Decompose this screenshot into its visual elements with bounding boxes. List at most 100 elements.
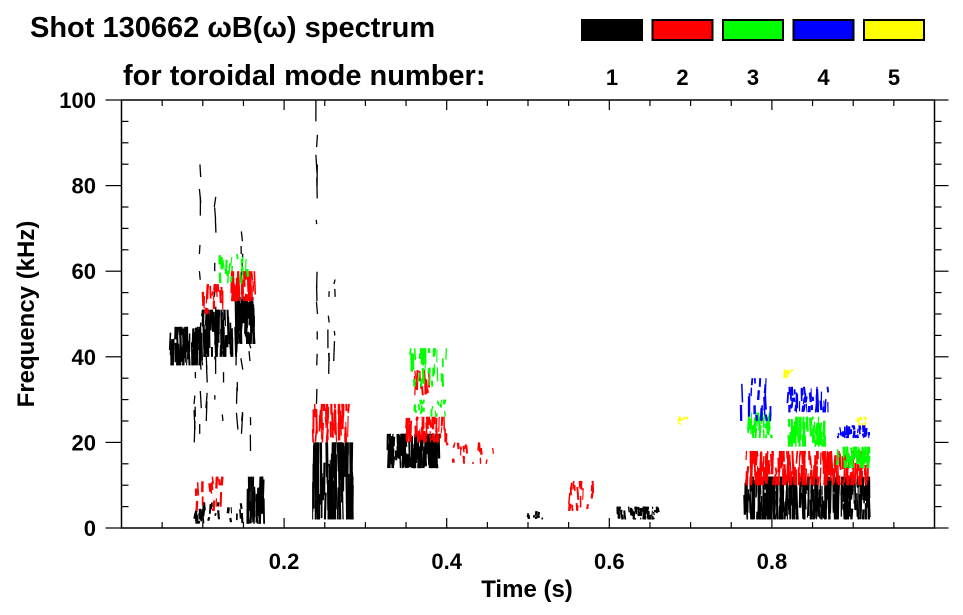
spectral-mark-mode-2: [339, 414, 342, 436]
spectral-mark-mode-2: [321, 405, 323, 430]
spectral-mark-mode-2: [327, 406, 330, 424]
spectral-mark-mode-2: [250, 271, 254, 281]
spectral-streak-mode-1: [193, 410, 196, 430]
x-tick-label: 0.8: [757, 549, 788, 574]
spectral-mark-mode-2: [754, 471, 758, 486]
spectral-mark-mode-2: [464, 444, 467, 448]
spectral-mark-mode-4: [805, 396, 808, 403]
spectral-mark-mode-1: [335, 453, 338, 510]
spectral-mark-mode-1: [646, 506, 650, 512]
spectral-mark-mode-1: [634, 507, 637, 513]
spectral-mark-mode-3: [811, 416, 814, 421]
spectral-mark-mode-5: [859, 416, 863, 421]
spectral-mark-mode-2: [253, 271, 257, 295]
spectral-mark-mode-2: [208, 483, 211, 492]
spectral-streak-mode-1: [193, 395, 196, 404]
spectral-mark-mode-3: [767, 424, 771, 436]
spectral-mark-mode-1: [764, 506, 767, 520]
spectral-mark-mode-2: [211, 291, 215, 296]
spectral-mark-mode-2: [809, 456, 813, 469]
spectral-mark-mode-2: [195, 500, 199, 511]
spectral-mark-mode-1: [779, 476, 782, 491]
spectral-mark-mode-1: [422, 446, 426, 469]
spectral-mark-mode-2: [492, 447, 495, 454]
spectral-mark-mode-4: [862, 435, 865, 439]
spectral-mark-mode-3: [431, 405, 434, 410]
spectral-mark-mode-2: [210, 481, 214, 490]
spectral-mark-mode-2: [331, 412, 334, 438]
spectral-mark-mode-3: [417, 372, 420, 382]
spectral-mark-mode-3: [224, 259, 228, 275]
spectral-mark-mode-2: [775, 476, 780, 486]
spectral-mark-mode-1: [211, 309, 214, 326]
spectral-mark-mode-1: [239, 503, 243, 510]
spectral-mark-mode-2: [220, 286, 223, 296]
spectral-mark-mode-1: [172, 338, 175, 366]
spectral-mark-mode-1: [184, 330, 188, 340]
spectral-mark-mode-2: [571, 504, 574, 511]
spectral-mark-mode-1: [836, 494, 840, 520]
spectral-mark-mode-3: [805, 416, 809, 429]
spectral-mark-mode-1: [246, 331, 251, 345]
x-tick-label: 0.2: [269, 549, 300, 574]
legend-swatch-mode-5: [863, 19, 925, 41]
spectral-mark-mode-3: [818, 423, 822, 445]
spectral-marks: [168, 100, 871, 524]
spectral-mark-mode-1: [642, 506, 645, 509]
spectral-mark-mode-3: [797, 435, 800, 444]
spectral-mark-mode-2: [462, 445, 465, 453]
spectral-mark-mode-1: [226, 507, 230, 514]
spectral-mark-mode-2: [347, 403, 350, 413]
spectral-mark-mode-2: [415, 369, 419, 383]
spectral-mark-mode-1: [398, 444, 401, 469]
spectral-mark-mode-1: [257, 487, 260, 499]
spectral-mark-mode-2: [568, 504, 570, 511]
spectral-mark-mode-1: [340, 442, 343, 490]
spectral-mark-mode-2: [802, 450, 806, 471]
spectral-streak-mode-1: [221, 414, 224, 422]
spectral-mark-mode-1: [236, 318, 240, 344]
spectral-mark-mode-1: [833, 501, 836, 520]
legend-swatch-mode-4: [792, 19, 855, 41]
spectral-mark-mode-3: [864, 455, 868, 463]
spectral-mark-mode-2: [568, 492, 571, 503]
spectral-mark-mode-1: [632, 511, 636, 520]
spectral-mark-mode-1: [328, 463, 332, 499]
spectral-mark-mode-1: [637, 510, 640, 517]
spectral-mark-mode-3: [218, 272, 222, 284]
spectral-mark-mode-1: [747, 489, 750, 501]
spectral-mark-mode-4: [839, 427, 842, 433]
spectral-mark-mode-3: [815, 422, 819, 436]
spectral-mark-mode-2: [215, 476, 218, 485]
spectral-mark-mode-2: [827, 474, 829, 482]
spectral-mark-mode-1: [249, 501, 253, 524]
spectral-mark-mode-2: [220, 476, 224, 486]
spectral-mark-mode-1: [637, 513, 639, 517]
spectral-streak-mode-1: [199, 390, 202, 409]
spectral-streak-mode-1: [205, 355, 208, 370]
spectral-mark-mode-1: [255, 510, 259, 524]
spectral-mark-mode-1: [787, 498, 791, 511]
spectral-mark-mode-1: [345, 442, 349, 472]
spectral-mark-mode-4: [856, 428, 859, 434]
spectral-mark-mode-1: [229, 322, 233, 357]
spectral-mark-mode-2: [804, 468, 808, 486]
spectral-mark-mode-2: [419, 428, 422, 440]
spectral-mark-mode-4: [822, 406, 826, 413]
spectral-mark-mode-3: [817, 440, 820, 447]
spectral-mark-mode-2: [244, 293, 248, 302]
spectral-mark-mode-4: [801, 405, 805, 413]
spectral-mark-mode-1: [341, 445, 345, 492]
spectral-mark-mode-2: [759, 451, 763, 465]
spectral-streak-mode-1: [213, 356, 217, 362]
spectral-mark-mode-2: [211, 476, 214, 484]
spectral-mark-mode-1: [229, 517, 233, 523]
spectral-mark-mode-1: [401, 445, 405, 465]
spectral-mark-mode-2: [429, 419, 432, 428]
spectral-mark-mode-2: [746, 466, 750, 474]
spectral-mark-mode-2: [795, 450, 799, 464]
spectral-mark-mode-1: [336, 487, 339, 520]
spectral-mark-mode-2: [321, 422, 325, 443]
chart-title-line1: Shot 130662 ωB(ω) spectrum: [30, 12, 435, 44]
spectral-mark-mode-1: [404, 433, 408, 447]
